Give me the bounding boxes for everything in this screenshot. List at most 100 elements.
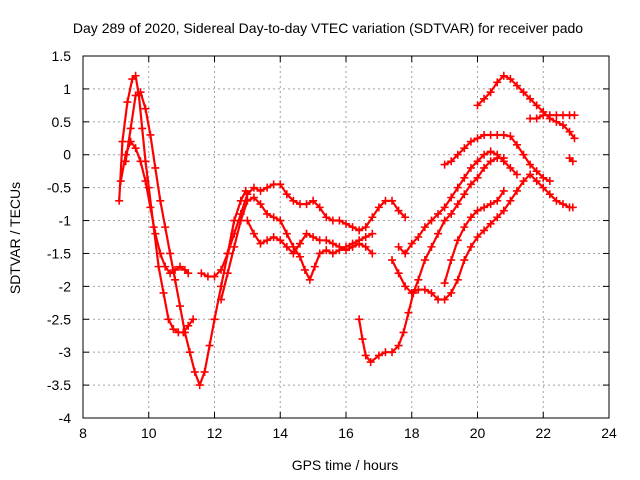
data-point: [126, 137, 135, 146]
data-point: [394, 269, 403, 278]
series-arc9: [388, 170, 577, 304]
data-point: [473, 173, 482, 182]
data-point: [519, 150, 528, 159]
data-point: [466, 180, 475, 189]
data-point: [499, 186, 508, 195]
data-point: [190, 367, 199, 376]
x-tick-label: 10: [141, 425, 157, 441]
data-point: [473, 206, 482, 215]
data-point: [486, 88, 495, 97]
data-point: [440, 279, 449, 288]
y-tick-label: -2: [59, 278, 72, 294]
data-point: [519, 88, 528, 97]
y-tick-label: 0.5: [52, 114, 72, 130]
data-point: [358, 335, 367, 344]
series-arc11: [440, 130, 554, 186]
data-point: [539, 183, 548, 192]
series-arc1: [115, 71, 198, 337]
data-point: [480, 226, 489, 235]
x-tick-label: 8: [79, 425, 87, 441]
data-point: [355, 226, 364, 235]
data-point: [300, 265, 309, 274]
data-point: [427, 216, 436, 225]
data-point: [335, 216, 344, 225]
data-point: [276, 216, 285, 225]
data-point: [570, 134, 579, 143]
data-point: [466, 137, 475, 146]
x-tick-label: 14: [272, 425, 288, 441]
data-point: [493, 196, 502, 205]
data-point: [473, 157, 482, 166]
tick-layer: 8 10 12 14 16 18 20 22 24-4-3.5-3-2.5-2-1.5-1-0.…: [47, 48, 617, 441]
data-point: [348, 223, 357, 232]
data-point: [126, 124, 135, 133]
data-point: [361, 223, 370, 232]
data-point: [374, 351, 383, 360]
data-point: [175, 262, 184, 271]
data-point: [440, 295, 449, 304]
data-point: [499, 130, 508, 139]
data-point: [466, 213, 475, 222]
series-arc13: [526, 111, 579, 123]
data-point: [159, 288, 168, 297]
y-tick-label: -1: [59, 213, 72, 229]
data-point: [506, 163, 515, 172]
data-point: [506, 75, 515, 84]
data-point: [184, 321, 193, 330]
y-tick-label: 1: [63, 81, 71, 97]
x-tick-label: 20: [470, 425, 486, 441]
y-tick-label: -1.5: [47, 245, 71, 261]
data-point: [131, 91, 140, 100]
data-point: [493, 78, 502, 87]
data-point: [121, 150, 130, 159]
data-point: [506, 196, 515, 205]
data-point: [440, 160, 449, 169]
data-point: [200, 367, 209, 376]
data-point: [526, 170, 535, 179]
series-arc12: [473, 71, 579, 143]
series-arc6: [243, 216, 377, 258]
series-arc2: [121, 88, 250, 390]
data-point: [466, 163, 475, 172]
data-point: [166, 269, 175, 278]
data-point: [223, 269, 232, 278]
data-point: [486, 147, 495, 156]
y-tick-label: 1.5: [52, 48, 72, 64]
data-point: [453, 275, 462, 284]
data-point: [460, 190, 469, 199]
data-point: [136, 88, 145, 97]
data-point: [532, 101, 541, 110]
data-point: [295, 239, 304, 248]
data-point: [473, 233, 482, 241]
data-point: [480, 163, 489, 172]
data-point: [282, 229, 291, 238]
data-point: [269, 233, 278, 241]
data-point: [460, 223, 469, 232]
data-point: [447, 209, 456, 218]
data-point: [440, 216, 449, 225]
data-point: [460, 256, 469, 265]
data-point: [570, 111, 579, 120]
data-point: [295, 252, 304, 261]
data-point: [328, 249, 337, 258]
data-point: [302, 200, 311, 209]
data-point: [348, 242, 357, 251]
data-point: [401, 249, 410, 258]
data-point: [558, 121, 567, 130]
data-point: [486, 157, 495, 166]
data-point: [276, 180, 285, 189]
data-point: [545, 190, 554, 199]
data-point: [166, 249, 175, 258]
data-point: [138, 124, 147, 133]
data-point: [526, 160, 535, 169]
series-layer: [115, 71, 579, 390]
data-point: [414, 233, 423, 241]
data-point: [480, 94, 489, 103]
data-point: [394, 242, 403, 251]
data-point: [309, 196, 318, 205]
data-point: [249, 183, 258, 192]
y-axis-title: SDTVAR / TECUs: [7, 182, 23, 294]
data-point: [447, 193, 456, 202]
data-point: [156, 196, 165, 205]
